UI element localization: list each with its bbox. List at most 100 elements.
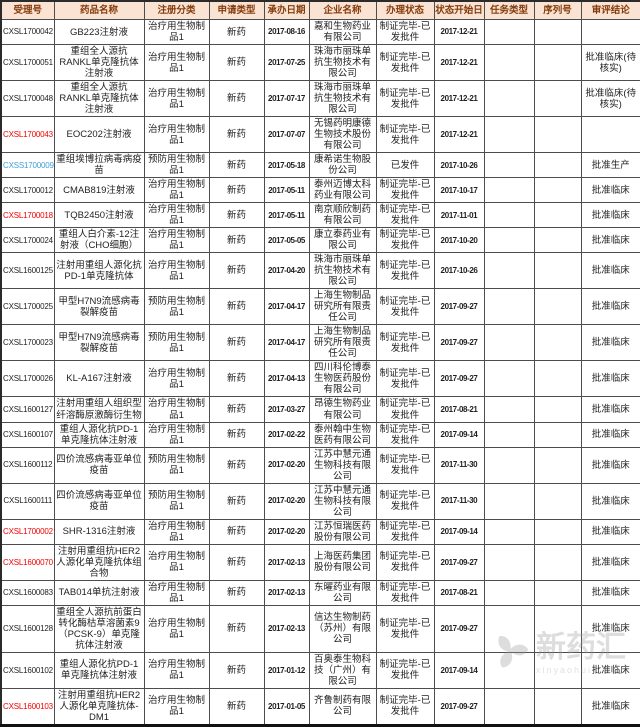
cell-app_type: 新药 (208, 604, 265, 653)
cell-conclusion: 批准临床 (580, 288, 640, 326)
cell-app_type: 新药 (208, 482, 265, 520)
cell-app_type: 新药 (208, 687, 265, 726)
cell-acceptance_no: CXSL1700018 (0, 202, 55, 229)
cell-status_date: 2017-09-27 (433, 360, 485, 398)
cell-task_type (483, 324, 535, 362)
cell-conclusion (580, 18, 640, 46)
column-header-drug_name: 药品名称 (53, 0, 145, 20)
table-header-row: 受理号 药品名称 注册分类 申请类型 承办日期 企业名称 办理状态 状态开始日 任务类型 序列号审… (0, 0, 640, 20)
cell-status_date: 2017-09-14 (433, 518, 485, 545)
column-header-task_type: 任务类型 (483, 0, 535, 20)
cell-serial_no (533, 18, 582, 46)
cell-app_type: 新药 (208, 18, 265, 46)
column-header-accept_date: 承办日期 (263, 0, 310, 20)
cell-serial_no (533, 518, 582, 545)
cell-company: 四川科伦博泰生物医药股份有限公司 (308, 360, 377, 398)
cell-accept_date: 2017-07-25 (263, 44, 310, 82)
cell-status_date: 2017-11-30 (433, 482, 485, 520)
cell-drug_name: SHR-1316注射液 (53, 518, 145, 545)
cell-conclusion: 批准临床 (580, 482, 640, 520)
cell-app_type: 新药 (208, 518, 265, 545)
table-row: CXSL1600102 重组人源化抗PD-1单克隆抗体注射液 治疗用生物制品1 新药 2… (0, 651, 640, 689)
cell-reg_category: 治疗用生物制品1 (143, 687, 210, 726)
cell-accept_date: 2017-05-18 (263, 152, 310, 179)
cell-conclusion: 批准临床 (580, 651, 640, 689)
cell-status: 制证完毕-已发批件 (375, 202, 435, 229)
cell-drug_name: 甲型H7N9流感病毒裂解疫苗 (53, 324, 145, 362)
table-row: CXSL1700002 SHR-1316注射液 治疗用生物制品1 新药 2017-02-… (0, 518, 640, 545)
cell-app_type: 新药 (208, 288, 265, 326)
cell-drug_name: TQB2450注射液 (53, 202, 145, 229)
cell-accept_date: 2017-01-12 (263, 651, 310, 689)
cell-task_type (483, 543, 535, 581)
cell-serial_no (533, 80, 582, 118)
cell-acceptance_no: CXSS1700009 (0, 152, 55, 179)
cell-task_type (483, 579, 535, 606)
cell-acceptance_no: CXSL1600102 (0, 651, 55, 689)
cell-task_type (483, 288, 535, 326)
cell-conclusion: 批准临床 (580, 227, 640, 254)
cell-status_date: 2017-11-01 (433, 202, 485, 229)
cell-app_type: 新药 (208, 543, 265, 581)
cell-reg_category: 治疗用生物制品1 (143, 360, 210, 398)
cell-acceptance_no: CXSL1600070 (0, 543, 55, 581)
cell-conclusion: 批准生产 (580, 152, 640, 179)
cell-company: 珠海市丽珠单抗生物技术有限公司 (308, 252, 377, 290)
cell-serial_no (533, 252, 582, 290)
column-header-company: 企业名称 (308, 0, 377, 20)
cell-status: 制证完毕-已发批件 (375, 604, 435, 653)
cell-acceptance_no: CXSL1600128 (0, 604, 55, 653)
cell-drug_name: 重组全人源抗RANKL单克隆抗体注射液 (53, 80, 145, 118)
cell-company: 无锡药明康德生物技术股份有限公司 (308, 116, 377, 154)
table-row: CXSL1600127 注射用重组人组织型纤溶酶原激酶衍生物 治疗用生物制品1 新药 2… (0, 396, 640, 423)
cell-reg_category: 治疗用生物制品1 (143, 18, 210, 46)
cell-status_date: 2017-09-14 (433, 651, 485, 689)
cell-accept_date: 2017-01-05 (263, 687, 310, 726)
cell-status: 制证完毕-已发批件 (375, 482, 435, 520)
cell-drug_name: 注射用重组抗HER2人源化单克隆抗体组合物 (53, 543, 145, 581)
cell-status: 制证完毕-已发批件 (375, 579, 435, 606)
cell-status_date: 2017-12-21 (433, 18, 485, 46)
cell-acceptance_no: CXSL1600125 (0, 252, 55, 290)
cell-reg_category: 治疗用生物制品1 (143, 80, 210, 118)
cell-accept_date: 2017-04-17 (263, 324, 310, 362)
cell-app_type: 新药 (208, 44, 265, 82)
cell-task_type (483, 18, 535, 46)
cell-reg_category: 治疗用生物制品1 (143, 651, 210, 689)
cell-task_type (483, 152, 535, 179)
cell-accept_date: 2017-03-27 (263, 396, 310, 423)
cell-status_date: 2017-09-27 (433, 288, 485, 326)
cell-serial_no (533, 604, 582, 653)
cell-serial_no (533, 288, 582, 326)
cell-status_date: 2017-09-27 (433, 687, 485, 726)
cell-drug_name: 注射用重组抗HER2人源化单克隆抗体-DM1 (53, 687, 145, 726)
cell-drug_name: KL-A167注射液 (53, 360, 145, 398)
cell-task_type (483, 518, 535, 545)
cell-app_type: 新药 (208, 152, 265, 179)
cell-serial_no (533, 651, 582, 689)
cell-status_date: 2017-10-20 (433, 227, 485, 254)
cell-reg_category: 预防用生物制品1 (143, 482, 210, 520)
cell-accept_date: 2017-02-22 (263, 421, 310, 448)
cell-acceptance_no: CXSL1700012 (0, 177, 55, 204)
cell-app_type: 新药 (208, 324, 265, 362)
cell-app_type: 新药 (208, 252, 265, 290)
cell-accept_date: 2017-05-05 (263, 227, 310, 254)
cell-acceptance_no: CXSL1700043 (0, 116, 55, 154)
cell-serial_no (533, 687, 582, 726)
cell-task_type (483, 177, 535, 204)
cell-drug_name: TAB014单抗注射液 (53, 579, 145, 606)
cell-status_date: 2017-10-17 (433, 177, 485, 204)
table-row: CXSL1700025 甲型H7N9流感病毒裂解疫苗 预防用生物制品1 新药 2017-… (0, 288, 640, 326)
cell-conclusion: 批准临床(待核实) (580, 44, 640, 82)
cell-status_date: 2017-09-27 (433, 324, 485, 362)
cell-drug_name: 重组人源化抗PD-1单克隆抗体注射液 (53, 421, 145, 448)
cell-acceptance_no: CXSL1600103 (0, 687, 55, 726)
cell-reg_category: 治疗用生物制品1 (143, 227, 210, 254)
cell-status: 制证完毕-已发批件 (375, 288, 435, 326)
cell-company: 齐鲁制药有限公司 (308, 687, 377, 726)
cell-status_date: 2017-08-21 (433, 579, 485, 606)
cell-reg_category: 治疗用生物制品1 (143, 604, 210, 653)
cell-acceptance_no: CXSL1600127 (0, 396, 55, 423)
